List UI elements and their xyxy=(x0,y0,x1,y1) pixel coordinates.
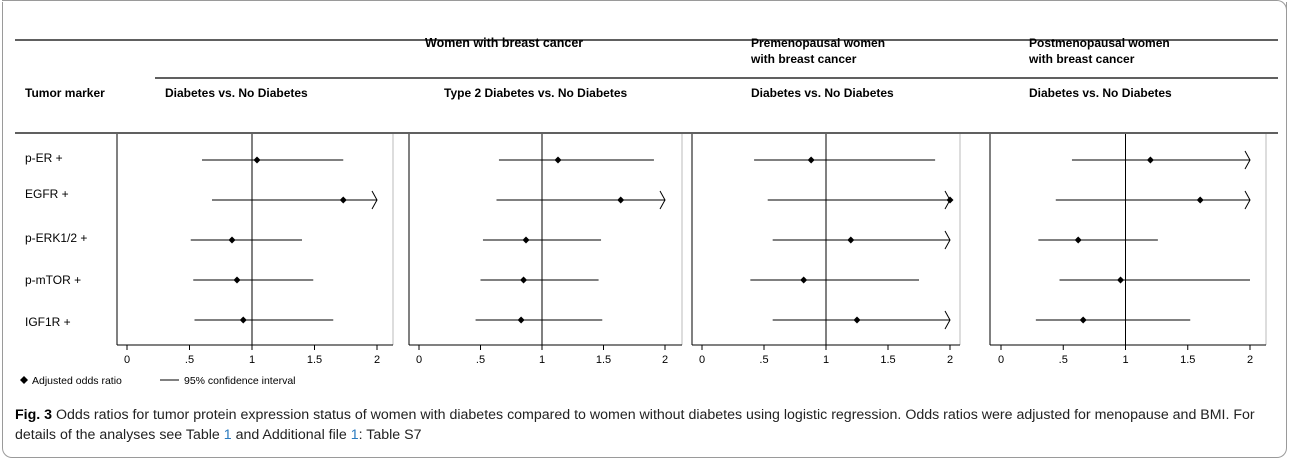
panel-1-odds-ratio-0 xyxy=(253,156,261,164)
forest-panels: 0 .5 1 1.5 2 0 .5 1 1.5 2 0 .5 1 1.5 2 0 .5 1 1.5 2 xyxy=(116,134,1267,366)
category-label-2: p-ERK1/2 + xyxy=(25,231,87,245)
panel-2-tick-label-4: 2 xyxy=(662,354,668,366)
panel-2-tick-label-1: .5 xyxy=(476,354,485,366)
panel-1-ci-arrow-1 xyxy=(371,190,378,210)
caption-text-3: : Table S7 xyxy=(358,427,422,443)
caption-table-link[interactable]: 1 xyxy=(223,427,232,443)
panel-3-ci-arrow-4 xyxy=(944,310,951,330)
legend-line-label: 95% confidence interval xyxy=(184,375,296,387)
panel-3-tick-label-3: 1.5 xyxy=(880,354,895,366)
legend-marker-label: Adjusted odds ratio xyxy=(32,375,122,387)
panel-1-odds-ratio-2 xyxy=(228,236,236,244)
panel-2-odds-ratio-1 xyxy=(617,196,625,204)
row-label-header: Tumor marker xyxy=(25,86,105,100)
panel-3-ci-arrow-2 xyxy=(944,230,951,250)
panel-4-ci-arrow-1 xyxy=(1244,190,1251,210)
panel-2-tick-label-3: 1.5 xyxy=(596,354,611,366)
panel-4-odds-ratio-0 xyxy=(1146,156,1154,164)
category-label-3: p-mTOR + xyxy=(25,273,81,287)
panel-2-tick-label-0: 0 xyxy=(416,354,422,366)
caption-text-2: and Additional file xyxy=(231,427,351,443)
panel-4-odds-ratio-4 xyxy=(1079,316,1087,324)
caption-fig-label: Fig. 3 xyxy=(15,407,53,423)
caption-additional-file-link[interactable]: 1 xyxy=(350,427,359,443)
group-header-post-line1: Postmenopausal women xyxy=(1029,36,1170,50)
panel-1-tick-label-2: 1 xyxy=(249,354,255,366)
panel-title-3: Diabetes vs. No Diabetes xyxy=(751,86,894,100)
panel-3-odds-ratio-0 xyxy=(807,156,815,164)
panel-title-4: Diabetes vs. No Diabetes xyxy=(1029,86,1172,100)
panel-2-odds-ratio-0 xyxy=(554,156,562,164)
panel-3-odds-ratio-3 xyxy=(800,276,808,284)
figure-caption: Fig. 3 Odds ratios for tumor protein exp… xyxy=(15,405,1277,445)
panel-3-tick-label-0: 0 xyxy=(699,354,705,366)
panel-4-tick-label-0: 0 xyxy=(998,354,1004,366)
group-header-pre-line1: Premenopausal women xyxy=(751,36,885,50)
panel-2-odds-ratio-3 xyxy=(520,276,528,284)
panel-4-tick-label-3: 1.5 xyxy=(1180,354,1195,366)
panel-4-odds-ratio-2 xyxy=(1074,236,1082,244)
caption-text-1: Odds ratios for tumor protein expression… xyxy=(15,407,1255,443)
panel-3-odds-ratio-2 xyxy=(847,236,855,244)
panel-2-tick-label-2: 1 xyxy=(539,354,545,366)
panel-2-ci-arrow-1 xyxy=(659,190,666,210)
panel-4-tick-label-1: .5 xyxy=(1059,354,1068,366)
forest-plot-figure: Women with breast cancer Premenopausal w… xyxy=(15,36,1278,387)
panel-4-odds-ratio-1 xyxy=(1196,196,1204,204)
legend: Adjusted odds ratio 95% confidence inter… xyxy=(20,375,296,387)
panel-2-odds-ratio-4 xyxy=(517,316,525,324)
panel-title-1: Diabetes vs. No Diabetes xyxy=(165,86,308,100)
panel-1-tick-label-1: .5 xyxy=(185,354,194,366)
group-header-pre-line2: with breast cancer xyxy=(750,52,857,66)
category-label-0: p-ER + xyxy=(25,151,63,165)
panel-3-odds-ratio-1 xyxy=(946,196,954,204)
panel-2-odds-ratio-2 xyxy=(522,236,530,244)
figure-frame xyxy=(2,2,1287,458)
panel-1-odds-ratio-3 xyxy=(233,276,241,284)
panel-4-ci-arrow-0 xyxy=(1244,150,1251,170)
legend-marker-icon xyxy=(20,376,28,384)
panel-1-odds-ratio-4 xyxy=(239,316,247,324)
panel-1-odds-ratio-1 xyxy=(339,196,347,204)
panel-3-tick-label-1: .5 xyxy=(759,354,768,366)
panel-4-tick-label-2: 1 xyxy=(1122,354,1128,366)
group-header-all: Women with breast cancer xyxy=(425,36,583,50)
category-label-4: IGF1R + xyxy=(25,315,71,329)
panel-title-2: Type 2 Diabetes vs. No Diabetes xyxy=(444,86,628,100)
category-label-1: EGFR + xyxy=(25,187,69,201)
panel-4-tick-label-4: 2 xyxy=(1247,354,1253,366)
panel-4-odds-ratio-3 xyxy=(1117,276,1125,284)
panel-3-odds-ratio-4 xyxy=(853,316,861,324)
panel-1-tick-label-4: 2 xyxy=(374,354,380,366)
panel-1-tick-label-3: 1.5 xyxy=(307,354,322,366)
panel-1-tick-label-0: 0 xyxy=(124,354,130,366)
group-header-post-line2: with breast cancer xyxy=(1028,52,1135,66)
panel-3-tick-label-2: 1 xyxy=(823,354,829,366)
panel-3-tick-label-4: 2 xyxy=(947,354,953,366)
